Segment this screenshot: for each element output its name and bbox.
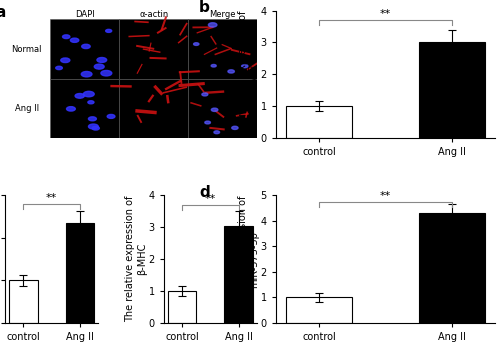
Bar bbox=[50, 79, 119, 138]
Text: **: ** bbox=[380, 9, 391, 19]
Bar bbox=[188, 19, 257, 79]
Circle shape bbox=[228, 70, 234, 73]
Circle shape bbox=[101, 71, 112, 76]
Circle shape bbox=[242, 65, 248, 68]
Bar bbox=[9, 280, 38, 323]
Bar bbox=[168, 291, 196, 323]
Circle shape bbox=[88, 124, 99, 129]
Y-axis label: The relative expression of
ANP: The relative expression of ANP bbox=[238, 11, 259, 138]
Circle shape bbox=[70, 38, 79, 42]
Bar bbox=[66, 223, 94, 323]
Circle shape bbox=[75, 93, 85, 98]
Bar bbox=[418, 42, 485, 138]
Circle shape bbox=[214, 131, 220, 134]
Circle shape bbox=[107, 114, 115, 118]
Text: α-actin: α-actin bbox=[139, 11, 168, 20]
Circle shape bbox=[194, 43, 199, 45]
Text: **: ** bbox=[46, 193, 58, 203]
Text: d: d bbox=[199, 185, 210, 200]
Text: **: ** bbox=[380, 191, 391, 201]
Circle shape bbox=[56, 66, 62, 69]
Circle shape bbox=[84, 91, 94, 97]
Circle shape bbox=[202, 93, 208, 96]
Circle shape bbox=[66, 107, 76, 111]
Circle shape bbox=[212, 108, 218, 111]
Circle shape bbox=[106, 29, 112, 32]
Y-axis label: The relative expression of
miR-375-5p: The relative expression of miR-375-5p bbox=[238, 196, 259, 322]
Bar bbox=[286, 106, 352, 138]
Circle shape bbox=[82, 72, 92, 77]
Text: a: a bbox=[0, 5, 6, 20]
Circle shape bbox=[97, 58, 106, 62]
Bar bbox=[188, 79, 257, 138]
Bar bbox=[119, 19, 188, 79]
Circle shape bbox=[94, 64, 104, 69]
Circle shape bbox=[92, 126, 100, 130]
Circle shape bbox=[205, 121, 210, 124]
Circle shape bbox=[232, 126, 238, 130]
Text: **: ** bbox=[204, 194, 216, 204]
Text: Merge: Merge bbox=[210, 11, 236, 20]
Text: Ang II: Ang II bbox=[14, 104, 39, 113]
Text: DAPI: DAPI bbox=[75, 11, 94, 20]
Circle shape bbox=[211, 65, 216, 67]
Circle shape bbox=[88, 101, 94, 104]
Text: Normal: Normal bbox=[12, 45, 42, 54]
Circle shape bbox=[208, 23, 217, 27]
Circle shape bbox=[62, 35, 70, 39]
Circle shape bbox=[60, 58, 70, 62]
Bar bbox=[224, 226, 253, 323]
Bar bbox=[119, 79, 188, 138]
Y-axis label: The relative expression of
β-MHC: The relative expression of β-MHC bbox=[126, 196, 147, 322]
Circle shape bbox=[88, 117, 96, 121]
Bar bbox=[50, 19, 119, 79]
Bar bbox=[418, 213, 485, 323]
Bar bbox=[286, 297, 352, 323]
Circle shape bbox=[82, 44, 90, 48]
Text: b: b bbox=[199, 0, 210, 15]
